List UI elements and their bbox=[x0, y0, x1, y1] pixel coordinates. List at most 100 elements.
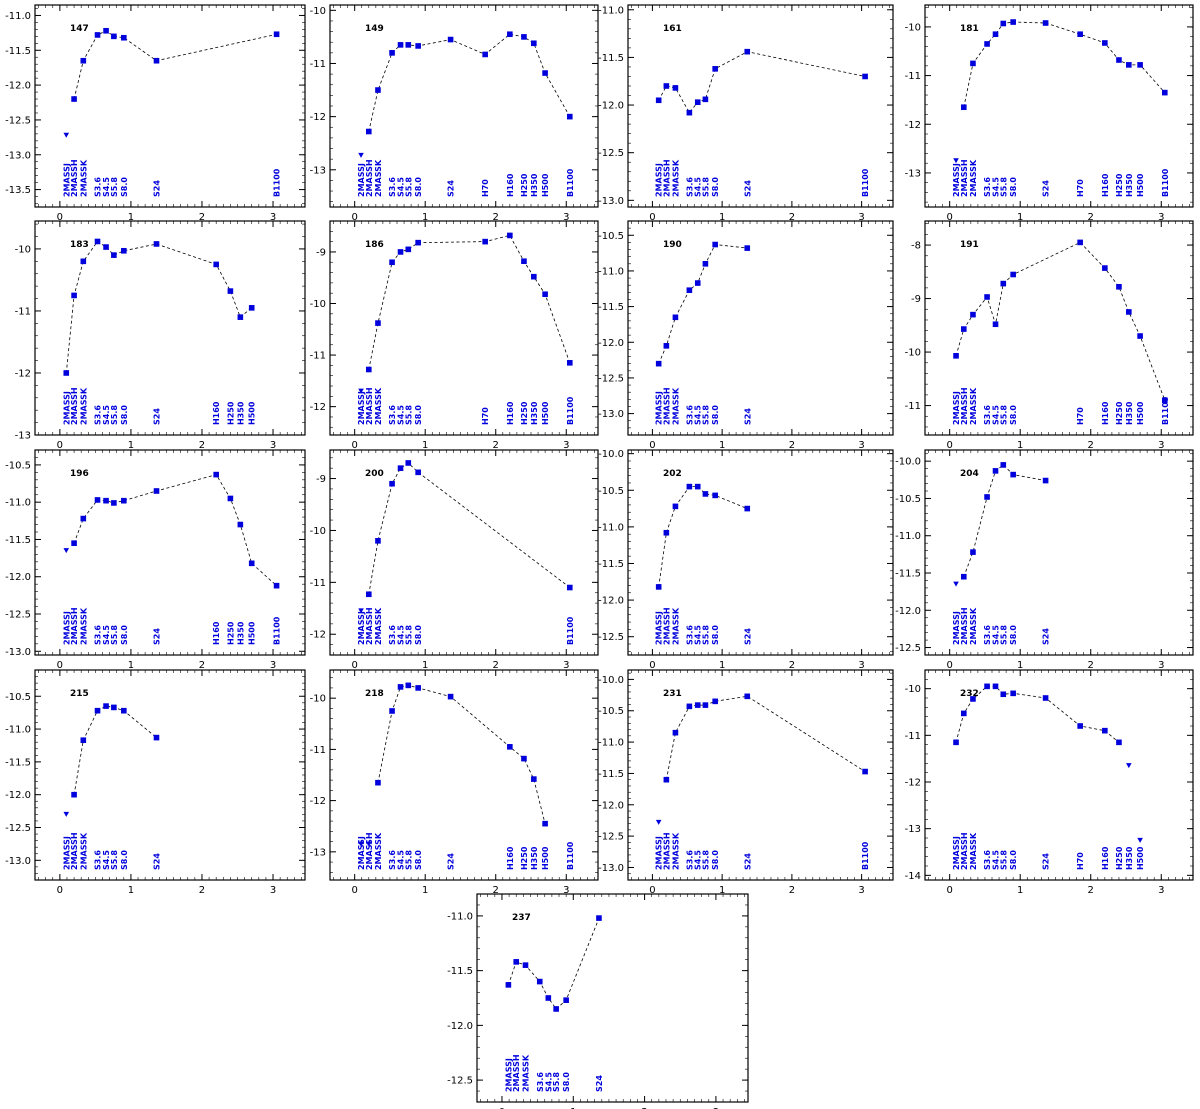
x-tick-label: 0 bbox=[649, 440, 655, 451]
x-tick-label: 3 bbox=[1158, 440, 1164, 451]
band-label: S4.5 bbox=[102, 405, 111, 425]
band-label: S3.6 bbox=[983, 850, 992, 870]
data-point bbox=[447, 693, 454, 700]
band-label: H500 bbox=[541, 846, 550, 870]
x-tick-label: 0 bbox=[351, 440, 357, 451]
data-point bbox=[71, 96, 77, 102]
data-point bbox=[405, 682, 412, 689]
x-tick-label: 2 bbox=[1088, 660, 1094, 671]
band-label: S8.0 bbox=[414, 177, 423, 197]
minor-ticks bbox=[35, 5, 305, 207]
y-tick-label: -11.5 bbox=[598, 53, 624, 64]
y-tick-label: -10.5 bbox=[598, 706, 624, 717]
band-label: S8.0 bbox=[711, 405, 720, 425]
data-point bbox=[397, 42, 404, 48]
y-tick-label: -12.0 bbox=[598, 596, 624, 607]
plot-frame bbox=[924, 4, 1194, 208]
band-label: 2MASSH bbox=[960, 832, 969, 870]
x-tick-label: 1 bbox=[1017, 212, 1023, 223]
data-point bbox=[1077, 239, 1083, 246]
data-point bbox=[566, 360, 573, 366]
band-label: S5.8 bbox=[404, 625, 413, 645]
band-label: 2MASSJ bbox=[504, 1058, 513, 1092]
band-label: H250 bbox=[520, 173, 529, 197]
data-point bbox=[248, 560, 255, 567]
band-label: H350 bbox=[236, 401, 245, 425]
band-label: 2MASSJ bbox=[655, 391, 664, 425]
x-tick-label: 3 bbox=[713, 1107, 719, 1109]
data-point bbox=[397, 249, 404, 255]
y-tick-label: -12.5 bbox=[5, 115, 31, 126]
x-tick-label: 2 bbox=[199, 660, 205, 671]
data-point bbox=[375, 87, 381, 93]
data-point bbox=[531, 273, 537, 280]
band-label: S3.6 bbox=[94, 177, 103, 197]
band-label: 2MASSH bbox=[662, 607, 671, 645]
data-point bbox=[553, 1006, 559, 1012]
x-tick-label: 1 bbox=[128, 440, 134, 451]
data-point bbox=[970, 311, 976, 318]
band-label: 2MASSK bbox=[79, 607, 88, 645]
y-tick-label: -12 bbox=[310, 402, 326, 413]
y-tick-label: -13 bbox=[905, 168, 921, 179]
x-tick-label: 2 bbox=[789, 212, 795, 223]
band-label: S5.8 bbox=[404, 850, 413, 870]
band-label: H350 bbox=[236, 621, 245, 645]
x-tick-label: 2 bbox=[493, 660, 499, 671]
band-label: 2MASSJ bbox=[62, 611, 71, 645]
data-point bbox=[542, 820, 548, 827]
band-label: 2MASSK bbox=[521, 1054, 530, 1092]
y-tick-label: -10 bbox=[310, 299, 326, 310]
x-tick-label: 3 bbox=[270, 885, 276, 896]
x-tick-label: 0 bbox=[649, 212, 655, 223]
data-point bbox=[507, 31, 513, 38]
data-point bbox=[1042, 695, 1049, 701]
data-point bbox=[94, 238, 101, 245]
band-label: 2MASSK bbox=[969, 387, 978, 425]
band-label: S8.0 bbox=[711, 625, 720, 645]
x-tick-label: 1 bbox=[128, 885, 134, 896]
data-point bbox=[71, 791, 77, 798]
band-label: 2MASSK bbox=[969, 832, 978, 870]
x-tick-label: 2 bbox=[789, 885, 795, 896]
data-point bbox=[672, 729, 679, 736]
minor-ticks bbox=[628, 220, 893, 436]
band-label: 2MASSH bbox=[662, 387, 671, 425]
panel-label: 147 bbox=[70, 24, 89, 34]
y-tick-label: -10 bbox=[15, 244, 31, 255]
band-label: S3.6 bbox=[685, 405, 694, 425]
plot-frame bbox=[329, 4, 599, 208]
band-label: H250 bbox=[1115, 846, 1124, 870]
band-label: S3.6 bbox=[536, 1072, 545, 1092]
y-tick-label: -11.0 bbox=[5, 725, 31, 736]
data-point bbox=[94, 707, 101, 714]
y-tick-label: -11.5 bbox=[598, 559, 624, 570]
panel-label: 200 bbox=[365, 469, 384, 479]
sed-line bbox=[65, 240, 252, 374]
band-label: B1100 bbox=[566, 396, 575, 425]
data-point bbox=[1000, 20, 1007, 27]
data-point bbox=[1116, 57, 1122, 63]
data-point bbox=[694, 99, 701, 105]
y-tick-label: -11 bbox=[310, 59, 326, 70]
data-point bbox=[992, 468, 999, 474]
y-tick-label: -10.5 bbox=[5, 692, 31, 703]
band-label: S5.8 bbox=[552, 1072, 561, 1092]
y-tick-label: -13.0 bbox=[5, 647, 31, 658]
upper-limit-point bbox=[1137, 837, 1143, 843]
band-label: S5.8 bbox=[110, 405, 119, 425]
data-point bbox=[375, 320, 381, 326]
band-label: H250 bbox=[226, 621, 235, 645]
band-label: 2MASSH bbox=[365, 832, 374, 870]
y-tick-label: -13.0 bbox=[5, 856, 31, 867]
data-point bbox=[375, 538, 381, 544]
band-label: 2MASSH bbox=[960, 387, 969, 425]
y-tick-label: -11 bbox=[310, 578, 326, 589]
band-label: 2MASSJ bbox=[357, 163, 366, 197]
data-point bbox=[213, 261, 219, 268]
upper-limit-point bbox=[358, 388, 364, 394]
data-point bbox=[531, 40, 537, 47]
data-point bbox=[542, 291, 548, 298]
data-point bbox=[365, 366, 372, 373]
